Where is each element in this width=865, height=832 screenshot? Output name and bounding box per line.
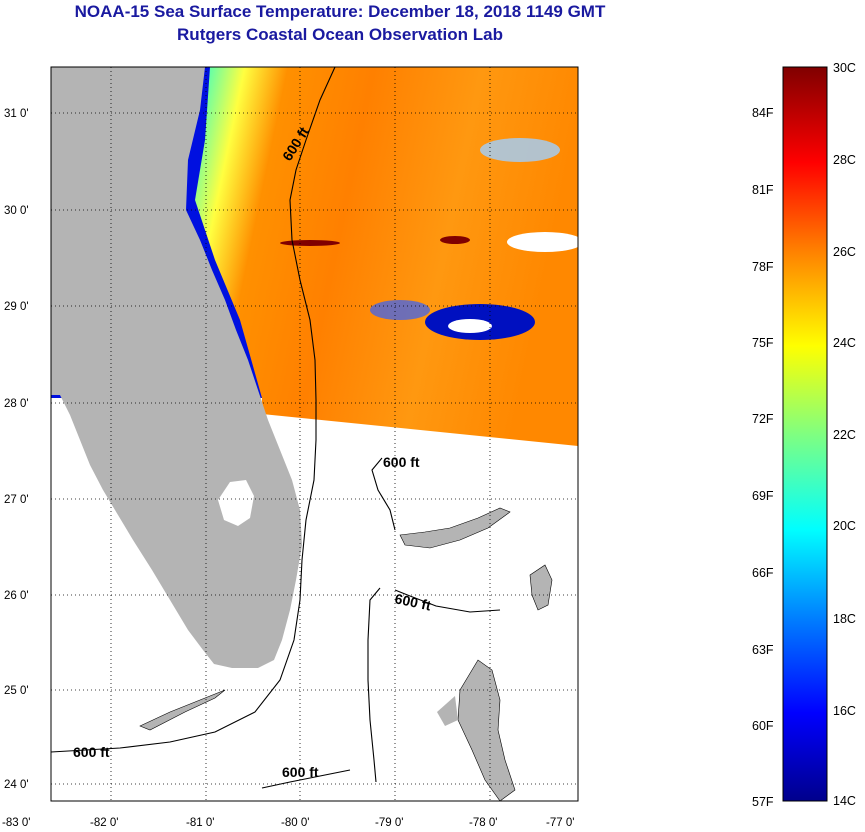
florida-keys bbox=[139, 689, 226, 731]
colorbar-f-label: 63F bbox=[752, 643, 774, 657]
lat-tick-label: 29 0' bbox=[4, 301, 29, 313]
colorbar-f-label: 72F bbox=[752, 412, 774, 426]
colorbar-c-label: 18C bbox=[833, 612, 856, 626]
colorbar-f-label: 75F bbox=[752, 336, 774, 350]
lon-tick-label: -83 0' bbox=[2, 817, 30, 829]
contour-label: 600 ft bbox=[73, 744, 110, 760]
lon-tick-label: -79 0' bbox=[375, 817, 403, 829]
warm-patch bbox=[280, 240, 340, 246]
lon-tick-label: -81 0' bbox=[186, 817, 214, 829]
colorbar-c-label: 30C bbox=[833, 61, 856, 75]
colorbar-c-label: 16C bbox=[833, 704, 856, 718]
colorbar-f-label: 57F bbox=[752, 795, 774, 809]
contour-label: 600 ft bbox=[383, 454, 420, 470]
cold-patch bbox=[448, 319, 492, 333]
grand-bahama bbox=[399, 507, 511, 549]
colorbar-c-label: 24C bbox=[833, 336, 856, 350]
cold-patch bbox=[370, 300, 430, 320]
colorbar-c-label: 20C bbox=[833, 519, 856, 533]
lat-tick-label: 25 0' bbox=[4, 685, 29, 697]
lat-tick-label: 24 0' bbox=[4, 779, 29, 791]
lon-tick-label: -77 0' bbox=[546, 817, 574, 829]
colorbar-c-label: 26C bbox=[833, 245, 856, 259]
lat-tick-label: 26 0' bbox=[4, 590, 29, 602]
lat-tick-label: 27 0' bbox=[4, 494, 29, 506]
colorbar-c-label: 22C bbox=[833, 428, 856, 442]
warm-patch bbox=[440, 236, 470, 244]
map-subtitle: Rutgers Coastal Ocean Observation Lab bbox=[177, 25, 503, 44]
colorbar-f-label: 78F bbox=[752, 260, 774, 274]
lon-tick-label: -82 0' bbox=[90, 817, 118, 829]
lat-tick-label: 28 0' bbox=[4, 398, 29, 410]
latitude-axis: 31 0' 30 0' 29 0' 28 0' 27 0' 26 0' 25 0… bbox=[4, 108, 29, 791]
colorbar-gradient bbox=[782, 66, 828, 802]
lat-tick-label: 30 0' bbox=[4, 205, 29, 217]
contour-600ft-bahamas bbox=[367, 457, 501, 783]
lon-tick-label: -78 0' bbox=[469, 817, 497, 829]
contour-label: 600 ft bbox=[393, 590, 432, 613]
map-title: NOAA-15 Sea Surface Temperature: Decembe… bbox=[74, 2, 606, 21]
colorbar-f-label: 60F bbox=[752, 719, 774, 733]
contour-label: 600 ft bbox=[282, 764, 319, 780]
contour-600ft-florida bbox=[50, 66, 336, 753]
abaco bbox=[529, 564, 553, 611]
lake-okeechobee bbox=[218, 480, 254, 526]
colorbar-f-label: 69F bbox=[752, 489, 774, 503]
colorbar-f-label: 84F bbox=[752, 106, 774, 120]
andros bbox=[457, 659, 516, 801]
cold-patch bbox=[507, 232, 578, 252]
colorbar-c-label: 14C bbox=[833, 794, 856, 808]
lon-tick-label: -80 0' bbox=[281, 817, 309, 829]
colorbar-f-label: 66F bbox=[752, 566, 774, 580]
cold-patch bbox=[480, 138, 560, 162]
colorbar-f-label: 81F bbox=[752, 183, 774, 197]
colorbar: 30C 28C 26C 24C 22C 20C 18C 16C 14C 84F … bbox=[752, 61, 856, 809]
longitude-axis: -83 0' -82 0' -81 0' -80 0' -79 0' -78 0… bbox=[2, 817, 574, 829]
depth-contours bbox=[50, 66, 501, 789]
lat-tick-label: 31 0' bbox=[4, 108, 29, 120]
andros-north bbox=[437, 696, 458, 726]
map-frame bbox=[50, 66, 579, 802]
colorbar-c-label: 28C bbox=[833, 153, 856, 167]
contour-600ft-south bbox=[261, 769, 351, 789]
